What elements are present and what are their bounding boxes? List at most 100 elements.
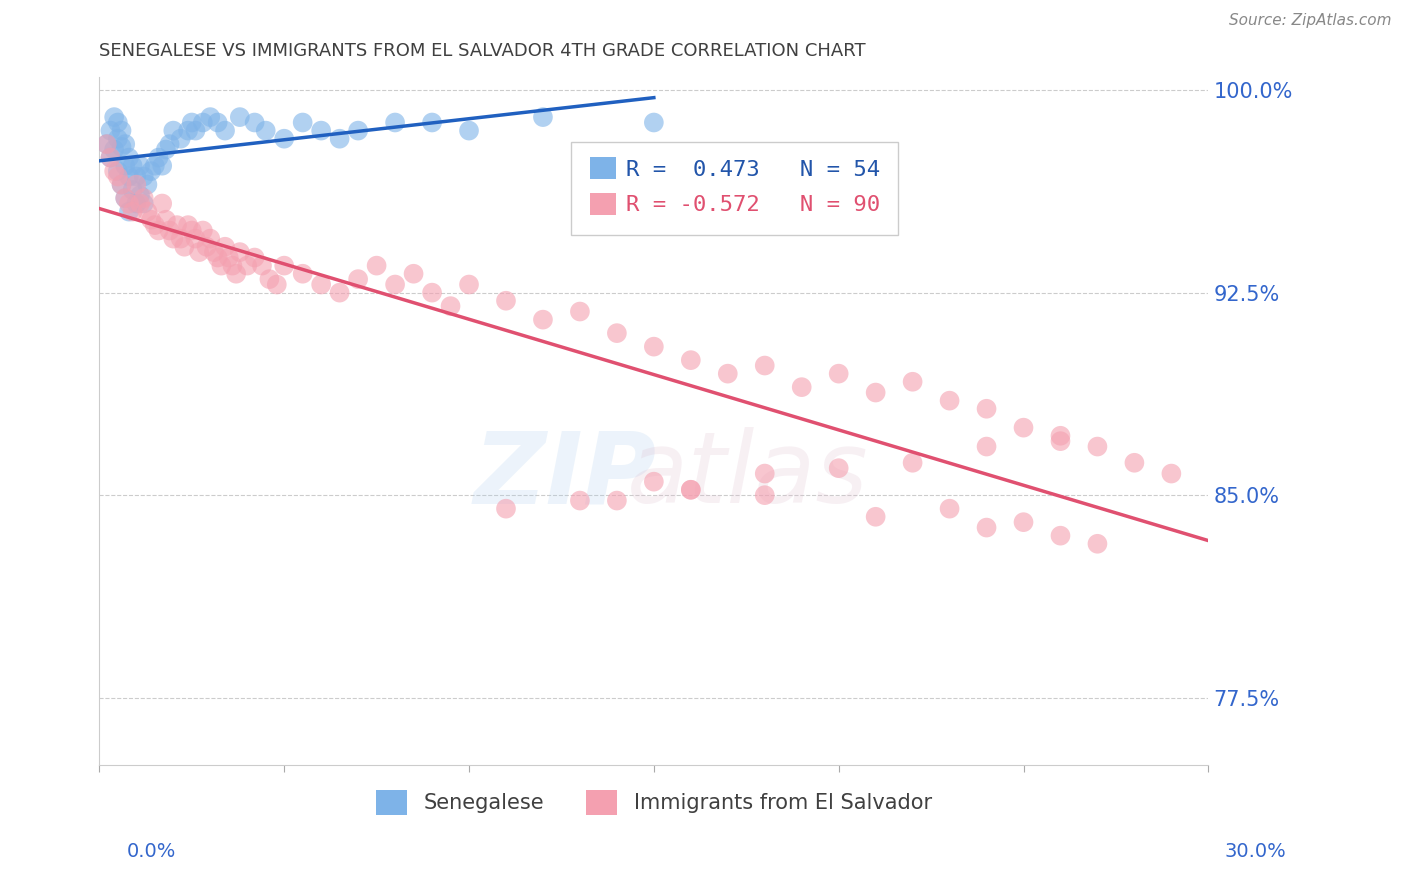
Point: [790, 380, 813, 394]
Point: [188, 245, 211, 260]
Point: [221, 259, 243, 273]
Point: [136, 178, 159, 192]
Point: [148, 151, 170, 165]
Point: [96, 137, 118, 152]
Legend: Senegalese, Immigrants from El Salvador: Senegalese, Immigrants from El Salvador: [367, 781, 941, 823]
Point: [132, 196, 155, 211]
FancyBboxPatch shape: [589, 193, 616, 215]
Point: [1049, 429, 1071, 443]
Point: [202, 245, 225, 260]
Point: [125, 196, 148, 211]
Point: [254, 123, 277, 137]
Point: [184, 123, 207, 137]
Point: [495, 293, 517, 308]
Point: [606, 493, 628, 508]
Point: [107, 115, 129, 129]
Point: [155, 212, 177, 227]
Point: [309, 277, 332, 292]
Point: [643, 475, 665, 489]
Point: [180, 115, 202, 129]
Point: [329, 285, 352, 300]
Point: [243, 115, 266, 129]
Point: [329, 131, 352, 145]
Point: [901, 456, 924, 470]
Point: [114, 137, 136, 152]
Point: [266, 277, 288, 292]
Point: [207, 115, 229, 129]
Point: [976, 401, 998, 416]
Point: [865, 385, 887, 400]
Point: [139, 164, 162, 178]
Point: [402, 267, 425, 281]
Point: [568, 304, 591, 318]
Point: [150, 196, 173, 211]
Point: [107, 164, 129, 178]
Text: 0.0%: 0.0%: [127, 842, 176, 862]
Point: [531, 312, 554, 326]
Point: [1160, 467, 1182, 481]
Point: [243, 251, 266, 265]
Point: [1049, 434, 1071, 449]
Point: [754, 359, 776, 373]
Point: [125, 169, 148, 184]
Point: [143, 218, 166, 232]
Point: [901, 375, 924, 389]
Point: [495, 501, 517, 516]
Point: [139, 212, 162, 227]
Point: [170, 232, 193, 246]
Point: [273, 131, 295, 145]
Text: R = -0.572   N = 90: R = -0.572 N = 90: [626, 195, 880, 215]
Point: [191, 223, 214, 237]
Point: [110, 140, 132, 154]
Point: [754, 488, 776, 502]
Point: [184, 232, 207, 246]
Point: [162, 232, 184, 246]
Point: [143, 159, 166, 173]
Point: [132, 169, 155, 184]
Point: [976, 440, 998, 454]
Point: [96, 137, 118, 152]
Point: [643, 340, 665, 354]
Point: [679, 483, 702, 497]
Point: [1087, 537, 1109, 551]
Point: [865, 509, 887, 524]
Point: [531, 110, 554, 124]
Point: [155, 143, 177, 157]
FancyBboxPatch shape: [589, 157, 616, 179]
FancyBboxPatch shape: [571, 142, 898, 235]
Point: [679, 353, 702, 368]
Point: [1049, 529, 1071, 543]
Point: [229, 245, 252, 260]
Point: [100, 151, 122, 165]
Point: [606, 326, 628, 340]
Point: [214, 123, 236, 137]
Point: [191, 115, 214, 129]
Point: [118, 151, 141, 165]
Text: SENEGALESE VS IMMIGRANTS FROM EL SALVADOR 4TH GRADE CORRELATION CHART: SENEGALESE VS IMMIGRANTS FROM EL SALVADO…: [100, 42, 866, 60]
Point: [439, 299, 461, 313]
Point: [136, 204, 159, 219]
Point: [125, 178, 148, 192]
Point: [180, 223, 202, 237]
Point: [273, 259, 295, 273]
Point: [1012, 515, 1035, 529]
Point: [1123, 456, 1146, 470]
Point: [250, 259, 273, 273]
Point: [938, 393, 960, 408]
Point: [118, 196, 141, 211]
Point: [214, 240, 236, 254]
Point: [107, 169, 129, 184]
Point: [1087, 440, 1109, 454]
Point: [568, 493, 591, 508]
Point: [159, 223, 181, 237]
Point: [114, 191, 136, 205]
Point: [1012, 420, 1035, 434]
Text: atlas: atlas: [627, 427, 869, 524]
Point: [309, 123, 332, 137]
Point: [129, 196, 152, 211]
Point: [366, 259, 388, 273]
Point: [100, 151, 122, 165]
Point: [107, 131, 129, 145]
Text: Source: ZipAtlas.com: Source: ZipAtlas.com: [1229, 13, 1392, 29]
Point: [200, 110, 222, 124]
